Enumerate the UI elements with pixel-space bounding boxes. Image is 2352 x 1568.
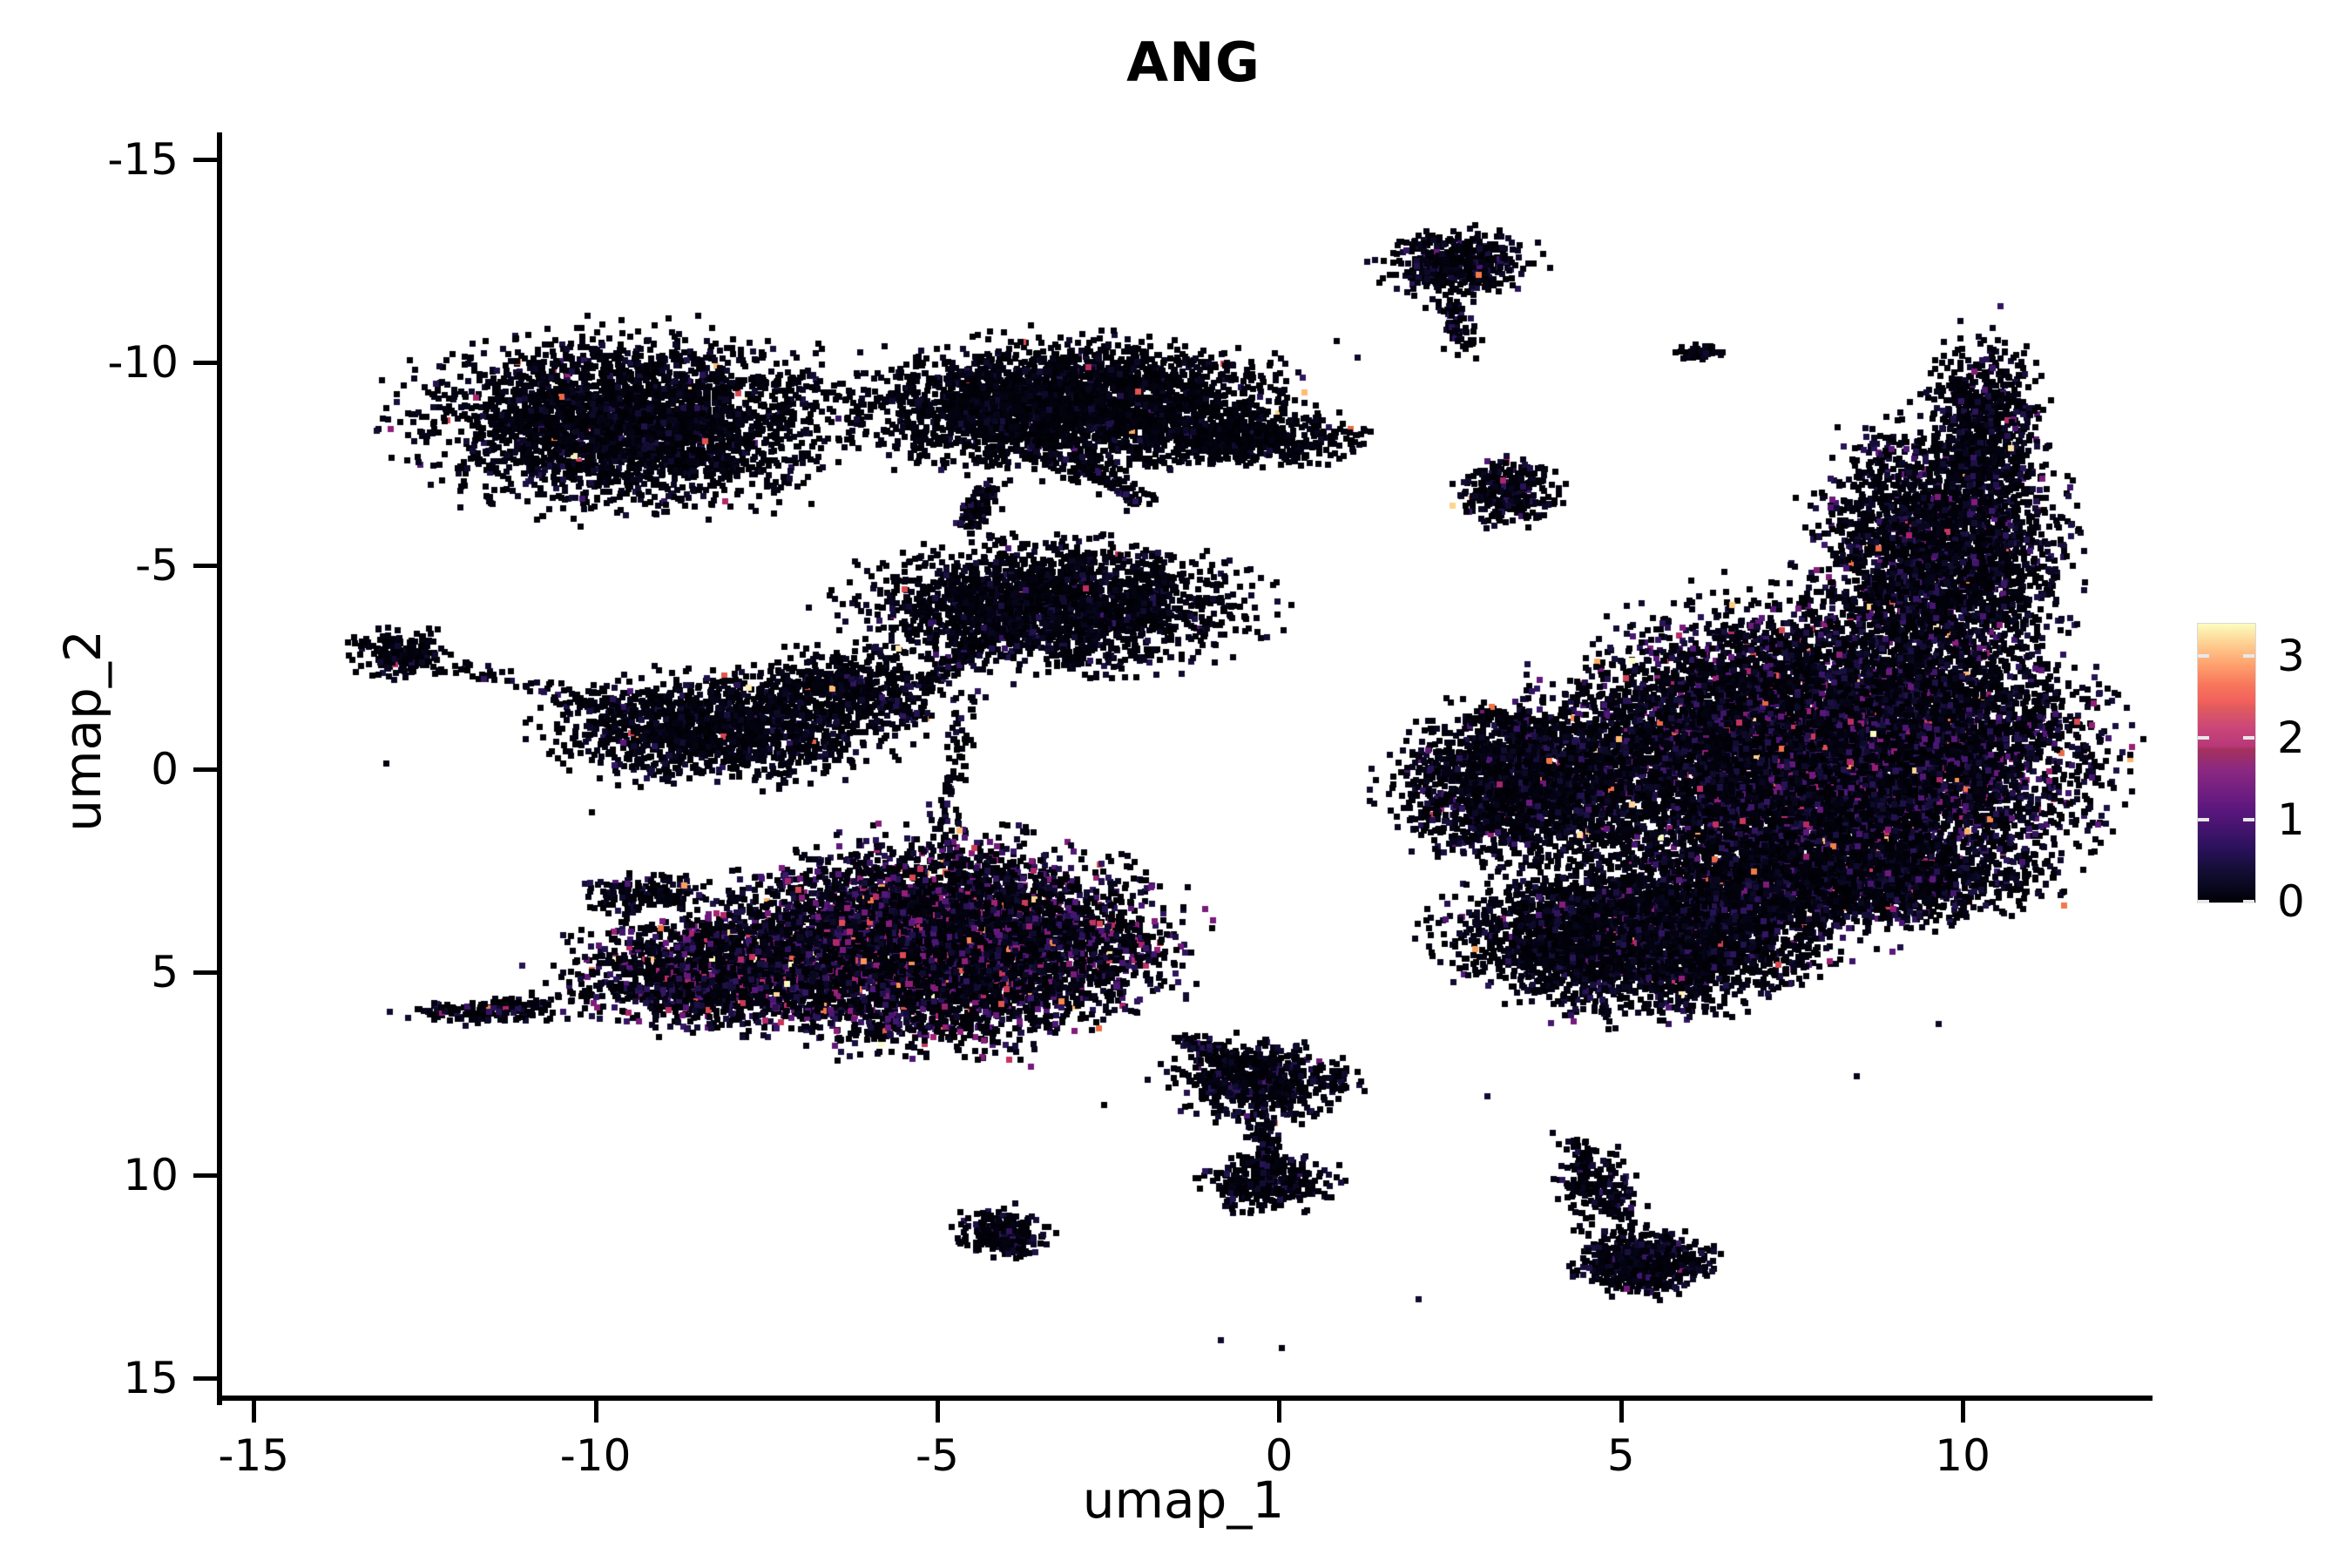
y-tick-mark xyxy=(193,970,218,975)
x-tick-label: 5 xyxy=(1606,1430,1635,1481)
x-tick-mark xyxy=(593,1400,598,1423)
scatter-plot-canvas[interactable] xyxy=(220,139,2147,1398)
y-axis-spine xyxy=(217,132,222,1405)
colorbar-tick-mark xyxy=(2198,900,2209,903)
x-tick-mark xyxy=(252,1400,257,1423)
y-tick-label: -15 xyxy=(107,134,179,186)
colorbar-tick-mark xyxy=(2243,900,2254,903)
x-tick-label: 10 xyxy=(1935,1430,1990,1481)
colorbar-tick-mark xyxy=(2243,817,2254,821)
y-tick-mark xyxy=(193,1173,218,1178)
x-tick-mark xyxy=(1961,1400,1966,1423)
x-tick-label: 0 xyxy=(1265,1430,1294,1481)
x-tick-label: -10 xyxy=(559,1430,632,1481)
colorbar-tick-mark xyxy=(2198,735,2209,740)
plot-area[interactable] xyxy=(220,139,2147,1398)
y-tick-mark xyxy=(193,1375,218,1381)
y-tick-label: -5 xyxy=(135,540,179,591)
x-tick-mark xyxy=(1277,1400,1282,1423)
y-tick-mark xyxy=(193,564,218,569)
colorbar-tick-mark xyxy=(2243,653,2254,658)
colorbar[interactable]: 3 2 1 0 xyxy=(2197,623,2345,927)
x-axis-label: umap_1 xyxy=(1082,1470,1285,1530)
x-tick-label: -15 xyxy=(218,1430,290,1481)
colorbar-tick-mark xyxy=(2198,653,2209,658)
y-tick-label: 5 xyxy=(151,946,179,997)
colorbar-tick-label: 2 xyxy=(2277,712,2305,763)
colorbar-tick-mark xyxy=(2243,735,2254,740)
y-tick-label: 10 xyxy=(123,1149,179,1200)
y-tick-label: 0 xyxy=(151,743,179,794)
y-tick-mark xyxy=(193,158,218,163)
x-axis-spine xyxy=(217,1396,2153,1401)
y-tick-label: 15 xyxy=(123,1352,179,1403)
colorbar-gradient xyxy=(2197,623,2256,903)
x-tick-mark xyxy=(935,1400,940,1423)
y-tick-mark xyxy=(193,767,218,772)
x-tick-label: -5 xyxy=(916,1430,959,1481)
colorbar-tick-label: 1 xyxy=(2277,794,2305,845)
colorbar-tick-mark xyxy=(2198,817,2209,821)
x-tick-mark xyxy=(1619,1400,1624,1423)
colorbar-tick-label: 3 xyxy=(2277,630,2305,681)
page-title: ANG xyxy=(1126,30,1260,94)
y-axis-label: umap_2 xyxy=(53,630,112,832)
y-tick-mark xyxy=(193,361,218,366)
y-tick-label: -10 xyxy=(107,337,179,389)
colorbar-tick-label: 0 xyxy=(2277,876,2305,927)
